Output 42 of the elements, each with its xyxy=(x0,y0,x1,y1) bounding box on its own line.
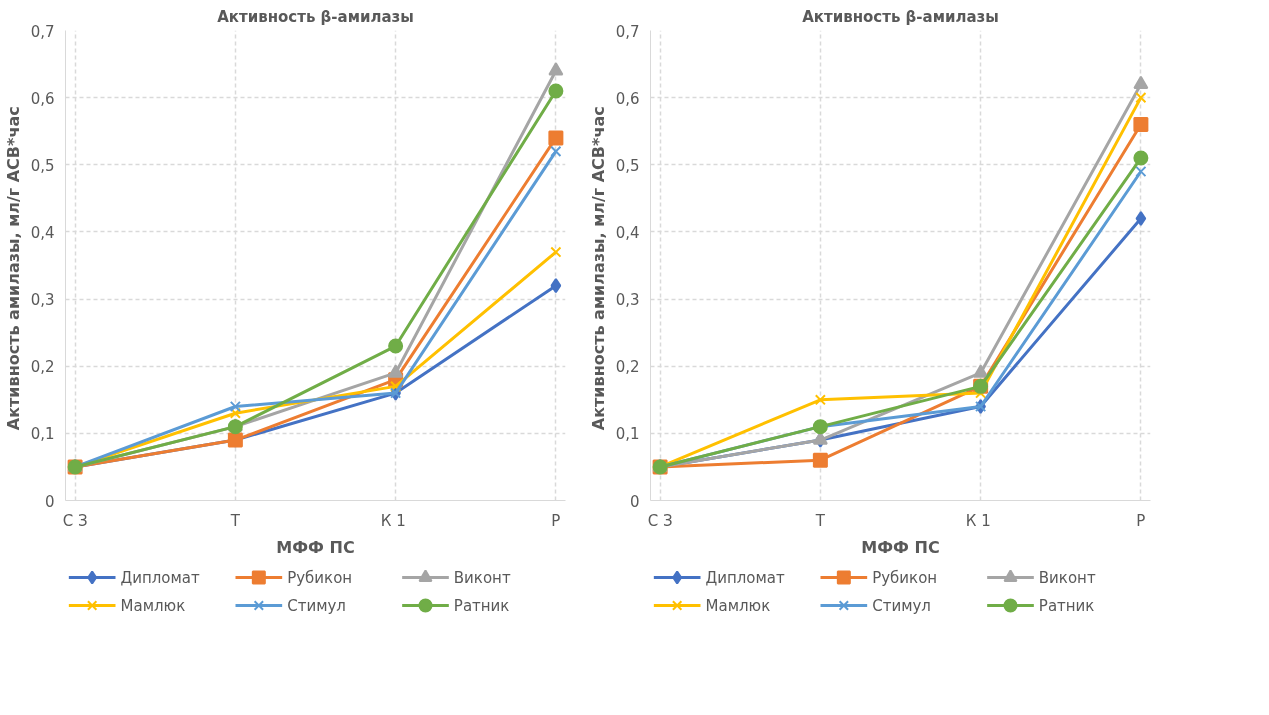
x-tick-label: Т xyxy=(229,511,241,530)
x-tick-label: Р xyxy=(1136,511,1146,530)
legend-label: Дипломат xyxy=(120,568,201,587)
legend-label: Ратник xyxy=(453,596,510,615)
y-tick-label: 0,7 xyxy=(615,22,640,41)
x-tick-label: К 1 xyxy=(380,511,406,530)
legend-label: Виконт xyxy=(453,568,511,587)
y-tick-label: 0,2 xyxy=(30,358,55,377)
legend-label: Стимул xyxy=(287,596,346,615)
x-axis-title: МФФ ПС xyxy=(861,537,940,557)
legend-label: Виконт xyxy=(1038,568,1096,587)
legend-label: Ратник xyxy=(1038,596,1095,615)
x-tick-label: Р xyxy=(551,511,561,530)
x-axis-title: МФФ ПС xyxy=(276,537,355,557)
y-tick-label: 0,1 xyxy=(30,425,55,444)
y-tick-label: 0,4 xyxy=(30,223,55,242)
y-axis-title: Активность амилазы, мл/г АСВ*час xyxy=(3,106,23,431)
y-tick-label: 0,4 xyxy=(615,223,640,242)
y-tick-label: 0,5 xyxy=(615,156,640,175)
y-tick-label: 0,3 xyxy=(615,291,640,310)
legend-label: Рубикон xyxy=(287,568,353,587)
x-tick-label: Т xyxy=(814,511,826,530)
y-tick-label: 0,6 xyxy=(615,89,640,108)
chart-title: Активность β-амилазы xyxy=(802,7,999,26)
x-tick-label: К 1 xyxy=(965,511,991,530)
legend-label: Стимул xyxy=(872,596,931,615)
y-tick-label: 0 xyxy=(44,492,55,511)
chart-title: Активность β-амилазы xyxy=(217,7,414,26)
legend-label: Дипломат xyxy=(705,568,786,587)
y-tick-label: 0,6 xyxy=(30,89,55,108)
y-tick-label: 0 xyxy=(629,492,640,511)
y-tick-label: 0,7 xyxy=(30,22,55,41)
x-tick-label: С З xyxy=(647,511,673,530)
y-tick-label: 0,1 xyxy=(615,425,640,444)
legend-label: Мамлюк xyxy=(705,596,771,615)
legend-label: Рубикон xyxy=(872,568,938,587)
y-tick-label: 0,2 xyxy=(615,358,640,377)
y-tick-label: 0,5 xyxy=(30,156,55,175)
y-axis-title: Активность амилазы, мл/г АСВ*час xyxy=(588,106,608,431)
legend-label: Мамлюк xyxy=(120,596,186,615)
y-tick-label: 0,3 xyxy=(30,291,55,310)
x-tick-label: С З xyxy=(62,511,88,530)
